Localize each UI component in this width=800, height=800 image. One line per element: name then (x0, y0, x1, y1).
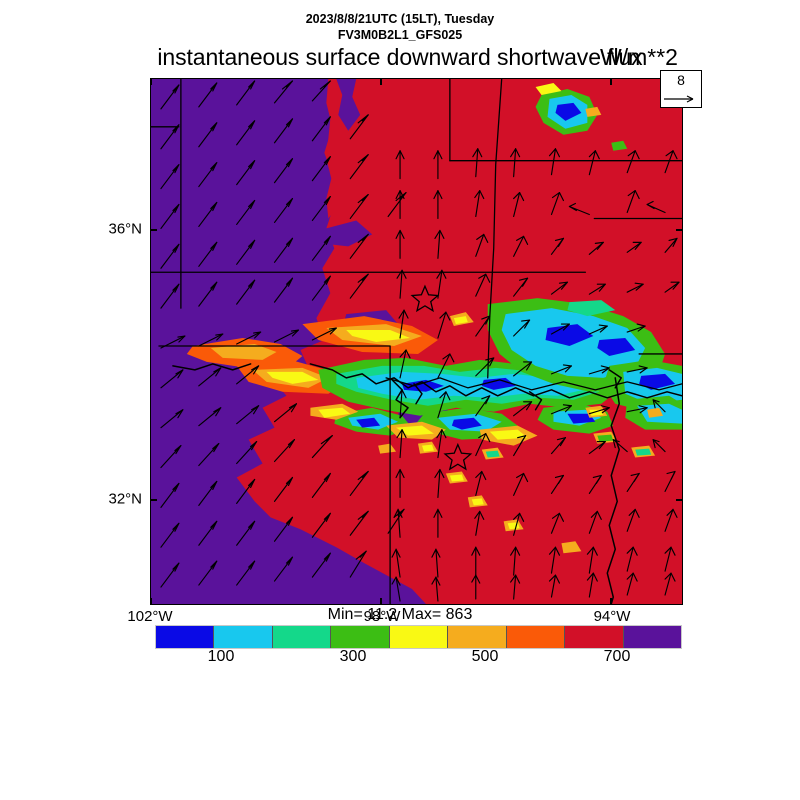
field-interface-ragged (324, 79, 361, 219)
reference-vector-magnitude: 8 (677, 72, 685, 88)
colorbar-cell-7[interactable] (565, 626, 624, 648)
right-arrow-icon (664, 95, 694, 103)
page-title: instantaneous surface downward shortwave… (157, 44, 643, 70)
x-tick-mark-94w (610, 598, 612, 605)
colorbar-tick-labels: 100 300 500 700 (155, 648, 682, 668)
colorbar-tick-300: 300 (339, 648, 367, 665)
y-tick-label-36n: 36°N (108, 220, 142, 238)
model-header: FV3M0B2L1_GFS025 (337, 28, 463, 42)
colorbar-tick-500: 500 (471, 648, 499, 665)
reference-vector-key: 8 (660, 70, 702, 108)
field-convective-corridor (310, 298, 682, 446)
colorbar-cell-0[interactable] (156, 626, 215, 648)
x-tick-mark-94w-top (610, 78, 612, 85)
stats-minmax-label: Min= 11.2 Max= 863 (327, 606, 473, 623)
colorbar-cell-4[interactable] (389, 626, 449, 648)
station-marker-group (410, 284, 473, 471)
colorbar-cell-5[interactable] (448, 626, 507, 648)
colorbar-cell-8[interactable] (623, 626, 681, 648)
date-header: 2023/8/8/21UTC (15LT), Tuesday (305, 12, 495, 26)
wind-vector-overlay (160, 80, 680, 602)
field-scattered-cells (378, 106, 664, 554)
y-tick-label-32n: 32°N (108, 490, 142, 508)
x-tick-mark-102w (150, 598, 152, 605)
y-tick-mark-36n (150, 229, 157, 231)
y-axis-labels: 36°N 32°N (80, 0, 142, 800)
colorbar[interactable] (155, 625, 682, 649)
star-marker (443, 442, 473, 471)
x-tick-label-102w: 102°W (127, 608, 173, 625)
x-tick-mark-98w-top (380, 78, 382, 85)
colorbar-tick-700: 700 (603, 648, 631, 665)
star-marker (410, 284, 440, 313)
state-border-overlay (151, 79, 682, 604)
y-tick-mark-32n-right (676, 499, 683, 501)
x-tick-label-94w: 94°W (593, 608, 631, 625)
x-tick-label-98w: 98°W (363, 608, 401, 625)
x-tick-mark-102w-top (150, 78, 152, 85)
field-north-cell (535, 82, 598, 135)
x-tick-mark-98w (380, 598, 382, 605)
river-overlay (172, 363, 682, 604)
colorbar-tick-100: 100 (207, 648, 235, 665)
colorbar-cell-6[interactable] (506, 626, 566, 648)
y-tick-mark-32n (150, 499, 157, 501)
colorbar-cell-3[interactable] (331, 626, 390, 648)
units-label: W/m**2 (600, 44, 678, 70)
y-tick-mark-36n-right (676, 229, 683, 231)
map-canvas (151, 79, 682, 604)
colorbar-cell-2[interactable] (272, 626, 332, 648)
map-plot-area[interactable] (150, 78, 683, 605)
colorbar-cell-1[interactable] (214, 626, 273, 648)
